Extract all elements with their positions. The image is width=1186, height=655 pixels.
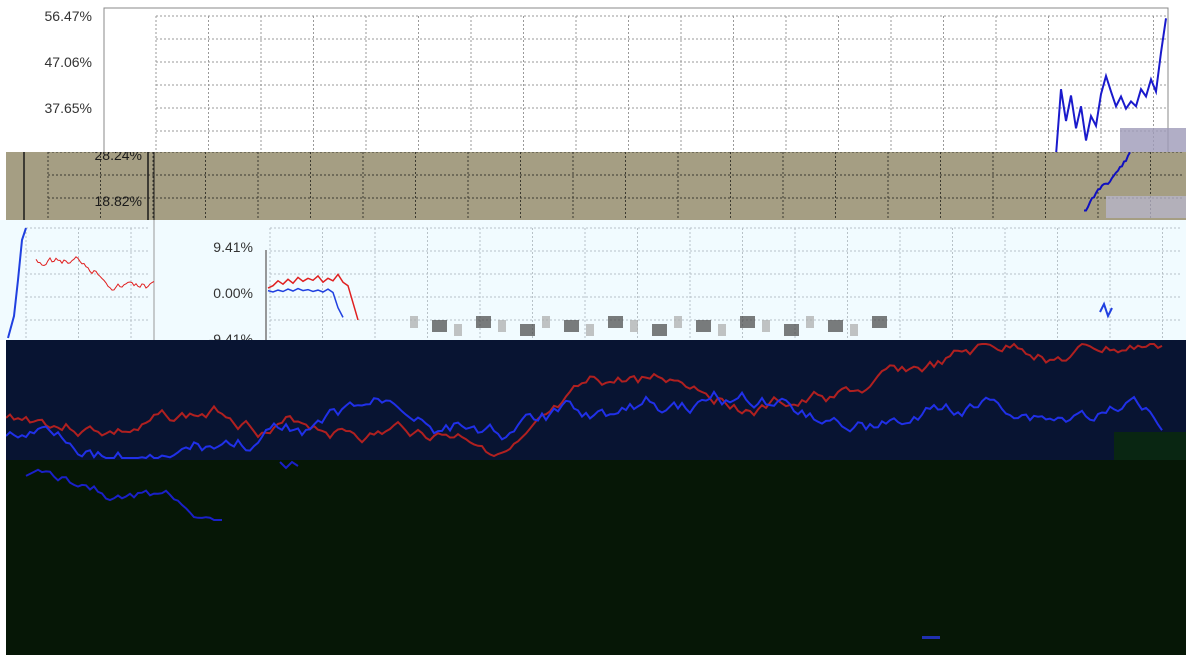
upper-y-tick: 37.65% [45,100,92,116]
light-artifact [608,316,623,328]
light-series-blue [267,287,344,318]
light-right-series-blue [1099,301,1113,319]
upper-y-tick: 47.06% [45,54,92,70]
chart-upper-svg: 56.47% 47.06% 37.65% [45,7,1186,152]
chart-panel-dark [6,340,1186,460]
light-artifact [718,324,726,336]
chart-panel-green [6,460,1186,655]
green-marker [922,636,940,639]
light-artifact [542,316,550,328]
dark-artifact [1114,432,1186,460]
light-artifact [630,320,638,332]
light-artifact [432,320,447,332]
olive-series-blue [1084,152,1131,212]
light-artifact [872,316,887,328]
light-artifact [652,324,667,336]
light-artifact [674,316,682,328]
light-y-tick: 9.41% [213,239,253,255]
light-y-tick: 0.00% [213,285,253,301]
light-artifact [476,316,491,328]
olive-y-tick: 28.24% [95,152,142,163]
green-series-fragment [279,460,299,470]
light-artifact [696,320,711,332]
light-series-red [267,273,359,321]
green-series-blue [25,468,222,521]
light-artifact [410,316,418,328]
upper-y-tick: 56.47% [45,8,92,24]
light-artifact [564,320,579,332]
chart-olive-svg: 28.24% 18.82% [23,152,1186,220]
dark-series-blue [6,390,1163,460]
light-artifact [762,320,770,332]
chart-panel-upper: 56.47% 47.06% 37.65% [0,0,1186,152]
light-y-tick: -9.41% [209,331,253,340]
light-artifact [586,324,594,336]
light-artifact [850,324,858,336]
chart-panel-olive: 28.24% 18.82% [6,152,1186,220]
light-left-series-blue [7,227,27,339]
upper-artifact [1120,128,1186,152]
chart-dark-svg [6,342,1186,460]
upper-plot-frame [103,7,1169,152]
light-artifact [806,316,814,328]
light-artifact [520,324,535,336]
light-artifact [784,324,799,336]
olive-artifact [1106,196,1186,218]
olive-y-tick: 18.82% [95,193,142,209]
upper-series-blue [1055,18,1167,152]
light-artifact [740,316,755,328]
chart-panel-light: 9.41% 0.00% -9.41% [0,220,1186,340]
light-left-series-red [35,256,155,291]
light-artifact [454,324,462,336]
light-artifact [828,320,843,332]
chart-green-svg [25,460,940,639]
dark-series-red [6,342,1163,458]
light-artifact [498,320,506,332]
chart-light-svg: 9.41% 0.00% -9.41% [7,220,1180,340]
